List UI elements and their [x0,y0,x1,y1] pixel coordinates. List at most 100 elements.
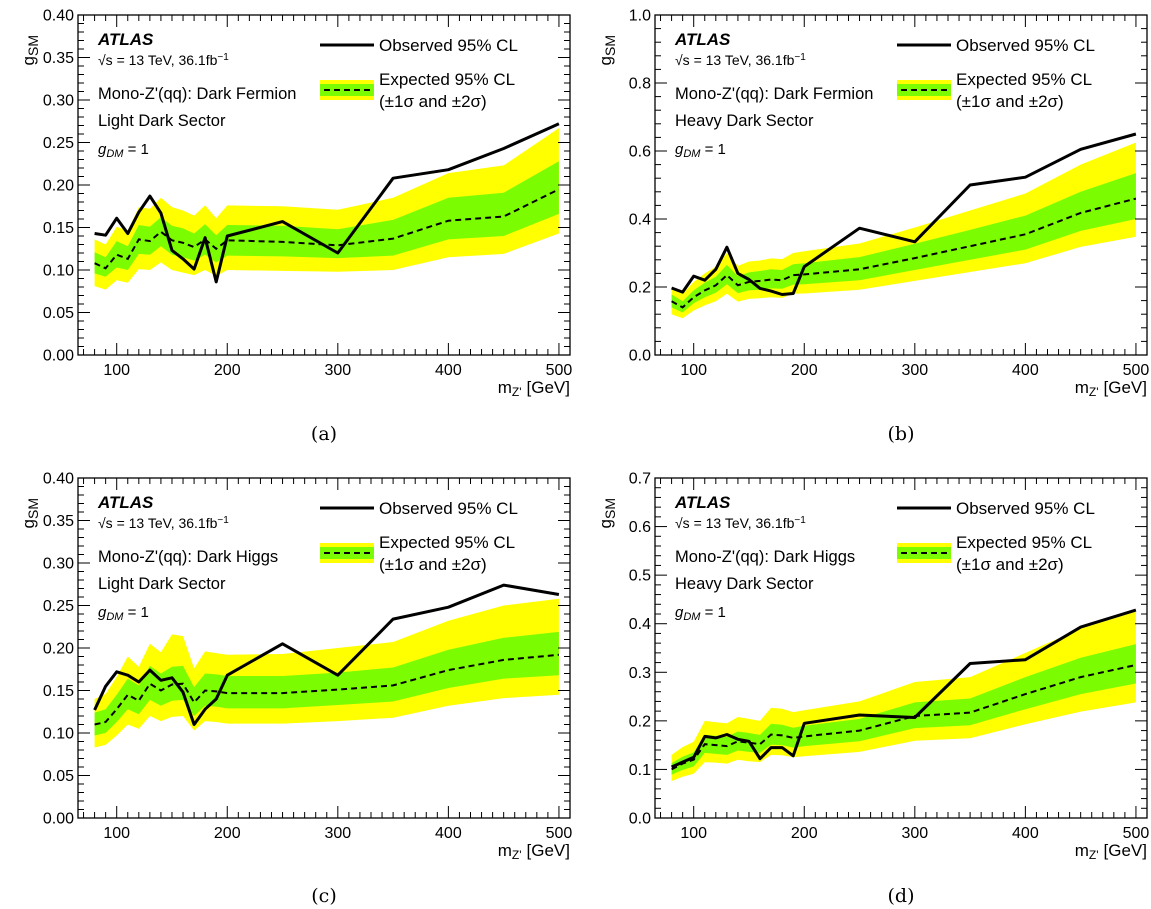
x-tick-label: 300 [324,825,351,842]
atlas-label: ATLAS [674,493,731,512]
limit-lines [94,122,560,284]
y-tick-label: 0.2 [629,713,651,730]
observed-limit-line [670,608,1137,769]
y-axis-label: gSM [596,35,618,65]
x-tick-label: 100 [103,825,130,842]
axis-ticks: 100 200 300 400 500 0.0 0.1 0.2 0.3 0.4 0.5 0.6 0.7 [629,471,1150,843]
sector-label: Light Dark Sector [98,112,226,130]
plot-annotations: ATLAS √s = 13 TeV, 36.1fb−1 Mono-Z'(qq):… [97,493,518,623]
y-axis-label: gSM [19,498,41,528]
y-tick-label: 0.20 [43,178,74,195]
atlas-label: ATLAS [97,493,154,512]
y-tick-label: 0.20 [43,641,74,658]
y-tick-label: 0.3 [629,665,651,682]
x-tick-label: 300 [901,825,928,842]
y-axis-label: gSM [19,35,41,65]
y-tick-label: 0.0 [629,348,651,365]
atlas-label: ATLAS [97,30,154,49]
legend-expected-subtext: (±1σ and ±2σ) [956,92,1064,111]
legend-observed-text: Observed 95% CL [379,36,518,55]
y-tick-label: 0.00 [43,348,74,365]
panel-caption: (c) [311,885,336,907]
uncertainty-bands [671,142,1136,319]
uncertainty-bands [94,128,559,290]
atlas-label: ATLAS [674,30,731,49]
expected-limit-line [94,653,559,726]
observed-limit-line [671,132,1137,296]
y-tick-label: 0.40 [43,8,74,25]
plot-annotations: ATLAS √s = 13 TeV, 36.1fb−1 Mono-Z'(qq):… [674,30,1095,160]
x-tick-label: 500 [1123,362,1150,379]
energy-label: √s = 13 TeV, 36.1fb−1 [675,515,806,532]
sector-label: Heavy Dark Sector [675,575,814,593]
x-tick-label: 400 [1012,362,1039,379]
legend-observed-text: Observed 95% CL [379,499,518,518]
y-tick-label: 0.1 [629,762,651,779]
x-axis-label: mZ' [GeV] [1075,378,1147,399]
y-tick-label: 0.35 [43,50,74,67]
legend-observed-text: Observed 95% CL [956,36,1095,55]
coupling-label: gDM = 1 [675,141,726,160]
x-tick-label: 300 [324,362,351,379]
x-tick-label: 400 [435,825,462,842]
plot-annotations: ATLAS √s = 13 TeV, 36.1fb−1 Mono-Z'(qq):… [97,30,518,160]
x-tick-label: 100 [680,362,707,379]
energy-label: √s = 13 TeV, 36.1fb−1 [98,515,229,532]
band-1sigma [94,631,559,736]
x-tick-label: 400 [1012,825,1039,842]
expected-limit-line [671,664,1137,771]
limit-lines [93,583,560,726]
model-label: Mono-Z'(qq): Dark Fermion [675,85,873,103]
y-tick-label: 0.35 [43,513,74,530]
y-tick-label: 0.40 [43,471,74,488]
legend-expected-subtext: (±1σ and ±2σ) [379,555,487,574]
y-tick-label: 0.00 [43,811,74,828]
x-tick-label: 500 [546,362,573,379]
sector-label: Light Dark Sector [98,575,226,593]
x-axis-label: mZ' [GeV] [498,378,570,399]
y-tick-label: 0.4 [629,616,651,633]
chart-panel-a: 100 200 300 400 500 0.00 0.05 0.10 0.15 0.20 0.25 0… [19,8,572,446]
y-tick-label: 0.25 [43,598,74,615]
x-tick-label: 100 [680,825,707,842]
panel-caption: (b) [888,423,915,445]
expected-limit-line [671,197,1137,309]
y-tick-label: 0.05 [43,768,74,785]
x-axis-label: mZ' [GeV] [498,841,570,862]
plot-annotations: ATLAS √s = 13 TeV, 36.1fb−1 Mono-Z'(qq):… [674,493,1095,623]
x-tick-label: 200 [214,825,241,842]
x-tick-label: 200 [791,362,818,379]
axis-ticks: 100 200 300 400 500 0.00 0.05 0.10 0.15 0.20 0.25 0… [43,8,573,380]
legend-expected-text: Expected 95% CL [956,70,1092,89]
plot-frame [654,477,1148,819]
legend-expected-text: Expected 95% CL [956,533,1092,552]
legend-expected-text: Expected 95% CL [379,533,515,552]
expected-limit-line [94,188,560,270]
chart-panel-c: 100 200 300 400 500 0.00 0.05 0.10 0.15 0.20 0.25 0… [19,471,572,908]
y-tick-label: 0.10 [43,263,74,280]
model-label: Mono-Z'(qq): Dark Higgs [98,548,278,566]
band-2sigma [94,598,559,748]
chart-panel-d: 100 200 300 400 5000.00.10.20.30.40.50.60.7 … [596,471,1149,908]
y-axis-label: gSM [596,498,618,528]
limit-lines [670,608,1137,771]
model-label: Mono-Z'(qq): Dark Fermion [98,85,296,103]
coupling-label: gDM = 1 [98,604,149,623]
legend-observed-text: Observed 95% CL [956,499,1095,518]
x-tick-label: 500 [1123,825,1150,842]
uncertainty-bands [94,598,559,748]
coupling-label: gDM = 1 [98,141,149,160]
plot-frame [654,14,1148,356]
x-tick-label: 300 [901,362,928,379]
axis-ticks: 100 200 300 400 500 0.00 0.05 0.10 0.15 0.20 0.25 0… [43,471,573,843]
y-tick-label: 0.25 [43,135,74,152]
y-tick-label: 0.15 [43,220,74,237]
y-tick-label: 0.7 [629,471,651,488]
energy-label: √s = 13 TeV, 36.1fb−1 [675,52,806,69]
legend-expected-subtext: (±1σ and ±2σ) [379,92,487,111]
y-tick-label: 0.2 [629,280,651,297]
x-tick-label: 200 [214,362,241,379]
panel-caption: (d) [888,885,915,907]
legend-expected-subtext: (±1σ and ±2σ) [956,555,1064,574]
